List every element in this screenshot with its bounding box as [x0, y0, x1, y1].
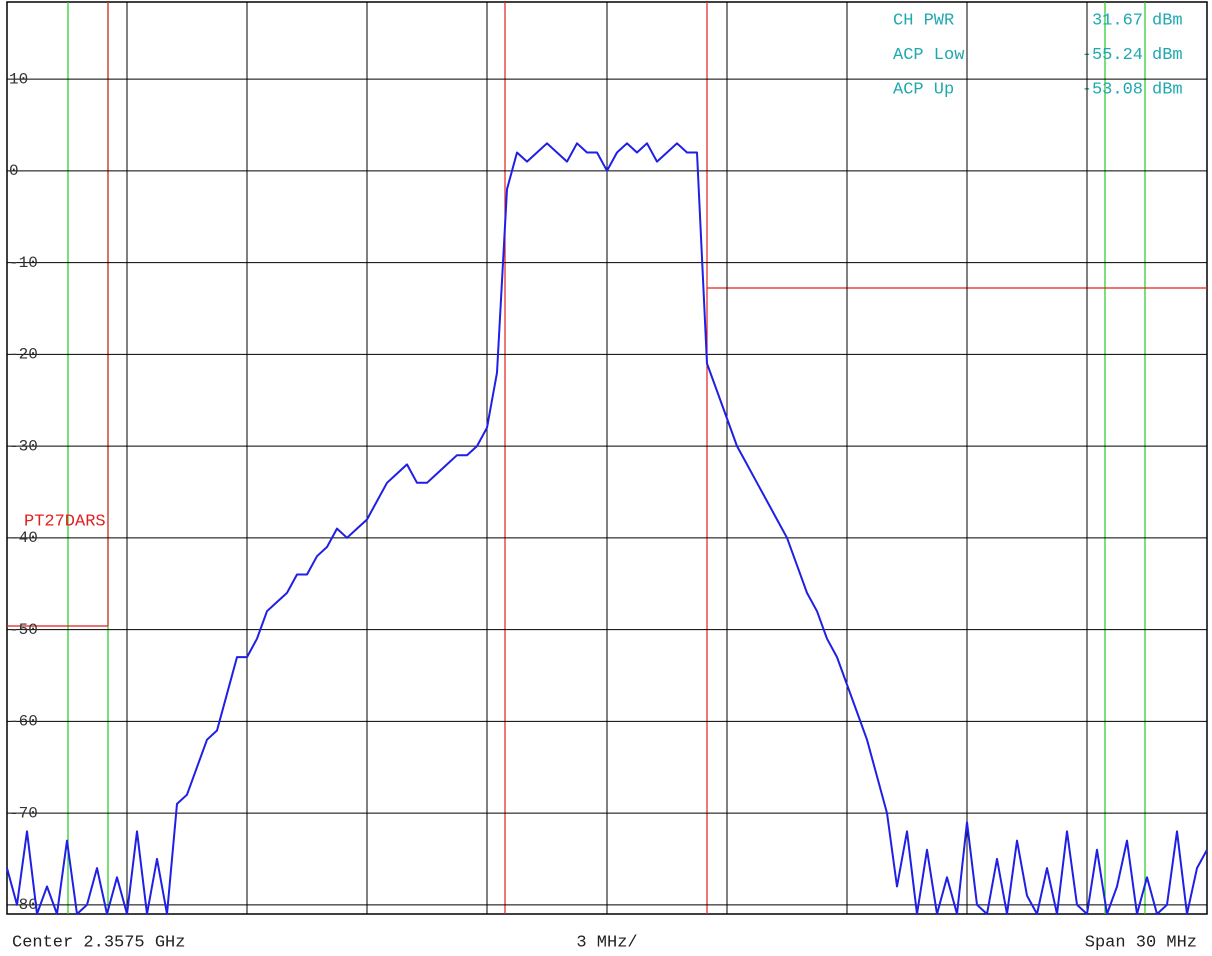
y-tick-label: -50 [9, 621, 38, 639]
limit-annotation: PT27DARS [24, 512, 106, 531]
y-tick-label: -10 [9, 254, 38, 272]
y-tick-label: -70 [9, 804, 38, 822]
y-tick-label: -80 [9, 896, 38, 914]
y-tick-label: -40 [9, 529, 38, 547]
limit-lines [7, 2, 1207, 914]
measurement-unit: dBm [1152, 11, 1183, 30]
measurement-value: 31.67 [1092, 11, 1143, 30]
measurement-label: ACP Low [893, 46, 965, 65]
measurement-value: -55.24 [1082, 46, 1143, 65]
trace [6, 142, 1208, 915]
y-tick-label: 0 [9, 162, 19, 180]
measurement-unit: dBm [1152, 80, 1183, 99]
measurement-label: CH PWR [893, 11, 954, 30]
y-tick-label: 10 [9, 70, 28, 88]
measurements: CH PWR 31.67 dBm ACP Low -55.24 dBm ACP Up -53.… [893, 11, 1183, 99]
measurement-value: -53.08 [1082, 80, 1143, 99]
y-tick-label: -20 [9, 346, 38, 364]
y-tick-label: -30 [9, 437, 38, 455]
y-tick-label: -60 [9, 713, 38, 731]
footer-center: 3 MHz/ [576, 933, 637, 952]
footer-left: Center 2.3575 GHz [12, 933, 185, 952]
measurement-unit: dBm [1152, 46, 1183, 65]
footer-right: Span 30 MHz [1085, 933, 1197, 952]
measurement-label: ACP Up [893, 80, 954, 99]
